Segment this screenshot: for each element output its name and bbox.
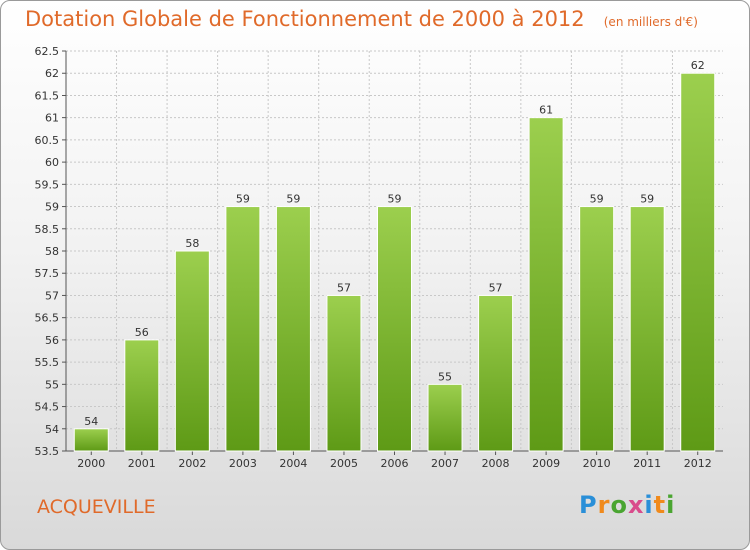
bar-value-label: 56 xyxy=(135,326,149,339)
y-tick-label: 58.5 xyxy=(35,223,60,236)
bar-value-label: 61 xyxy=(539,104,553,117)
bar xyxy=(377,206,412,452)
y-tick-label: 54 xyxy=(45,423,59,436)
logo-letter: i xyxy=(666,491,676,519)
logo-letter: x xyxy=(627,491,645,519)
bar-value-label: 57 xyxy=(489,281,503,294)
y-tick-label: 60 xyxy=(45,156,59,169)
bar-value-label: 59 xyxy=(590,193,604,206)
y-tick-label: 56 xyxy=(45,334,59,347)
x-tick-labels: 2000 2001 2002 2003 2004 2005 2006 2007 2008 2009… xyxy=(77,457,711,470)
bar xyxy=(478,294,514,452)
bar-value-label: 59 xyxy=(388,193,402,206)
y-tick-label: 61 xyxy=(45,112,59,125)
commune-name: ACQUEVILLE xyxy=(37,496,156,518)
bar-value-label: 58 xyxy=(185,237,199,250)
logo-letter: o xyxy=(610,491,628,519)
bar-value-label: 55 xyxy=(438,370,452,383)
bar xyxy=(275,206,311,452)
x-tick-label: 2003 xyxy=(229,457,257,470)
proxiti-logo[interactable]: Proxiti xyxy=(579,491,675,519)
bar xyxy=(528,117,564,452)
bar xyxy=(427,383,463,452)
x-tick-label: 2011 xyxy=(633,457,661,470)
logo-letter: r xyxy=(597,491,611,519)
x-tick-label: 2006 xyxy=(381,457,409,470)
data-labels: 54 56 58 59 59 57 59 55 57 61 59 59 62 xyxy=(84,59,704,428)
chart-subtitle: (en milliers d'€) xyxy=(603,15,698,29)
bar-value-label: 59 xyxy=(640,193,654,206)
x-tick-label: 2001 xyxy=(128,457,156,470)
bar-value-label: 54 xyxy=(84,415,98,428)
y-tick-label: 57 xyxy=(45,289,59,302)
logo-letter: P xyxy=(579,491,598,519)
x-tick-label: 2012 xyxy=(684,457,712,470)
bar-value-label: 59 xyxy=(236,193,250,206)
y-tick-label: 55.5 xyxy=(35,356,60,369)
x-tick-label: 2008 xyxy=(482,457,510,470)
y-tick-label: 61.5 xyxy=(35,89,60,102)
y-tick-labels: 53.5 54 54.5 55 55.5 56 56.5 57 57.5 58 58.5 59 59.5… xyxy=(35,45,60,458)
bars xyxy=(73,72,716,452)
bar-value-label: 57 xyxy=(337,281,351,294)
x-tick-label: 2010 xyxy=(583,457,611,470)
x-tick-label: 2009 xyxy=(532,457,560,470)
x-tick-label: 2004 xyxy=(279,457,307,470)
x-tick-label: 2002 xyxy=(178,457,206,470)
logo-letter: t xyxy=(653,491,667,519)
y-tick-label: 56.5 xyxy=(35,312,60,325)
bar xyxy=(174,250,210,452)
chart-title: Dotation Globale de Fonctionnement de 20… xyxy=(25,7,585,31)
y-tick-label: 60.5 xyxy=(35,134,60,147)
y-tick-label: 58 xyxy=(45,245,59,258)
y-tick-label: 59.5 xyxy=(35,178,60,191)
y-tick-label: 59 xyxy=(45,201,59,214)
bar-value-label: 59 xyxy=(286,193,300,206)
bar xyxy=(629,206,665,452)
x-tick-label: 2007 xyxy=(431,457,459,470)
bar xyxy=(579,206,615,452)
bar-value-label: 62 xyxy=(691,59,705,72)
y-tick-label: 62.5 xyxy=(35,45,60,58)
title-row: Dotation Globale de Fonctionnement de 20… xyxy=(25,7,698,31)
y-tick-label: 62 xyxy=(45,67,59,80)
y-tick-label: 53.5 xyxy=(35,445,60,458)
y-tick-label: 57.5 xyxy=(35,267,60,280)
bar xyxy=(680,72,716,452)
bar xyxy=(225,206,261,452)
bar xyxy=(326,294,362,452)
y-tick-label: 54.5 xyxy=(35,401,60,414)
x-tick-label: 2005 xyxy=(330,457,358,470)
logo-letter: i xyxy=(644,491,654,519)
bar xyxy=(124,339,160,452)
y-tick-label: 55 xyxy=(45,378,59,391)
bar xyxy=(73,428,109,452)
x-tick-label: 2000 xyxy=(77,457,105,470)
